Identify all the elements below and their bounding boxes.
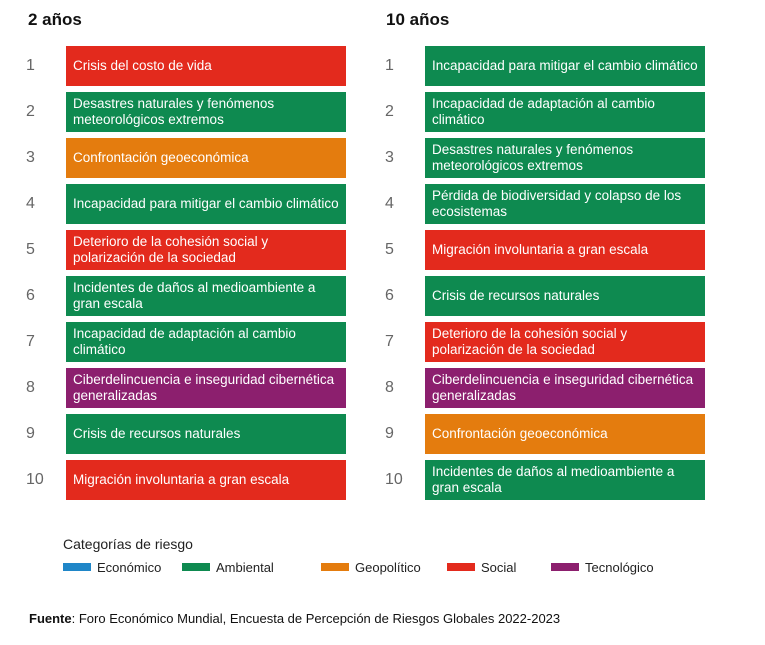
risk-label: Desastres naturales y fenómenos meteorol… (425, 138, 705, 178)
risk-label: Deterioro de la cohesión social y polari… (425, 322, 705, 362)
legend-label: Ambiental (216, 559, 274, 575)
risk-rank: 10 (26, 471, 44, 488)
risk-rank: 10 (385, 471, 403, 488)
risk-label: Crisis del costo de vida (66, 46, 346, 86)
source-text: : Foro Económico Mundial, Encuesta de Pe… (71, 611, 561, 626)
legend-swatch (321, 563, 349, 571)
risk-label: Incidentes de daños al medioambiente a g… (66, 276, 346, 316)
risk-label: Crisis de recursos naturales (425, 276, 705, 316)
legend-label: Tecnológico (585, 559, 654, 575)
legend-swatch (182, 563, 210, 571)
risk-label: Pérdida de biodiversidad y colapso de lo… (425, 184, 705, 224)
risk-rank: 9 (26, 425, 35, 442)
legend: Económico Ambiental Geopolítico Social Tecno… (0, 557, 765, 577)
risk-rank: 1 (26, 57, 35, 74)
risk-label: Migración involuntaria a gran escala (425, 230, 705, 270)
legend-swatch (447, 563, 475, 571)
risk-label: Ciberdelincuencia e inseguridad cibernét… (66, 368, 346, 408)
risk-label: Incapacidad de adaptación al cambio clim… (66, 322, 346, 362)
legend-label: Económico (97, 559, 162, 575)
risk-label: Incapacidad para mitigar el cambio climá… (66, 184, 346, 224)
risk-rank: 7 (26, 333, 35, 350)
source-note: Fuente: Foro Económico Mundial, Encuesta… (29, 611, 560, 626)
risk-rank: 6 (385, 287, 394, 304)
left-column-title: 2 años (28, 10, 82, 29)
source-label: Fuente (29, 611, 72, 626)
legend-label: Geopolítico (355, 559, 421, 575)
risk-rank: 8 (26, 379, 35, 396)
risk-rank: 4 (26, 195, 35, 212)
risk-rank: 3 (385, 149, 394, 166)
risk-rank: 1 (385, 57, 394, 74)
legend-title: Categorías de riesgo (63, 536, 193, 552)
risk-rank: 2 (26, 103, 35, 120)
risk-label: Deterioro de la cohesión social y polari… (66, 230, 346, 270)
risk-label: Incapacidad de adaptación al cambio clim… (425, 92, 705, 132)
risk-rank: 8 (385, 379, 394, 396)
risk-rank: 7 (385, 333, 394, 350)
risk-rank: 5 (385, 241, 394, 258)
right-column-title: 10 años (386, 10, 450, 29)
risk-label: Confrontación geoeconómica (66, 138, 346, 178)
risk-rank: 4 (385, 195, 394, 212)
legend-swatch (63, 563, 91, 571)
risk-rank: 2 (385, 103, 394, 120)
legend-item-social: Social (447, 557, 516, 577)
risk-label: Incidentes de daños al medioambiente a g… (425, 460, 705, 500)
legend-item-economico: Económico (63, 557, 161, 577)
legend-item-ambiental: Ambiental (182, 557, 274, 577)
legend-item-geopolitico: Geopolítico (321, 557, 421, 577)
legend-item-tecnologico: Tecnológico (551, 557, 654, 577)
risk-rank: 5 (26, 241, 35, 258)
legend-swatch (551, 563, 579, 571)
risk-label: Confrontación geoeconómica (425, 414, 705, 454)
risk-label: Ciberdelincuencia e inseguridad cibernét… (425, 368, 705, 408)
risk-label: Incapacidad para mitigar el cambio climá… (425, 46, 705, 86)
risk-rank: 6 (26, 287, 35, 304)
risk-label: Crisis de recursos naturales (66, 414, 346, 454)
risk-rank: 3 (26, 149, 35, 166)
risk-label: Desastres naturales y fenómenos meteorol… (66, 92, 346, 132)
risk-label: Migración involuntaria a gran escala (66, 460, 346, 500)
legend-label: Social (481, 559, 517, 575)
risk-rank: 9 (385, 425, 394, 442)
